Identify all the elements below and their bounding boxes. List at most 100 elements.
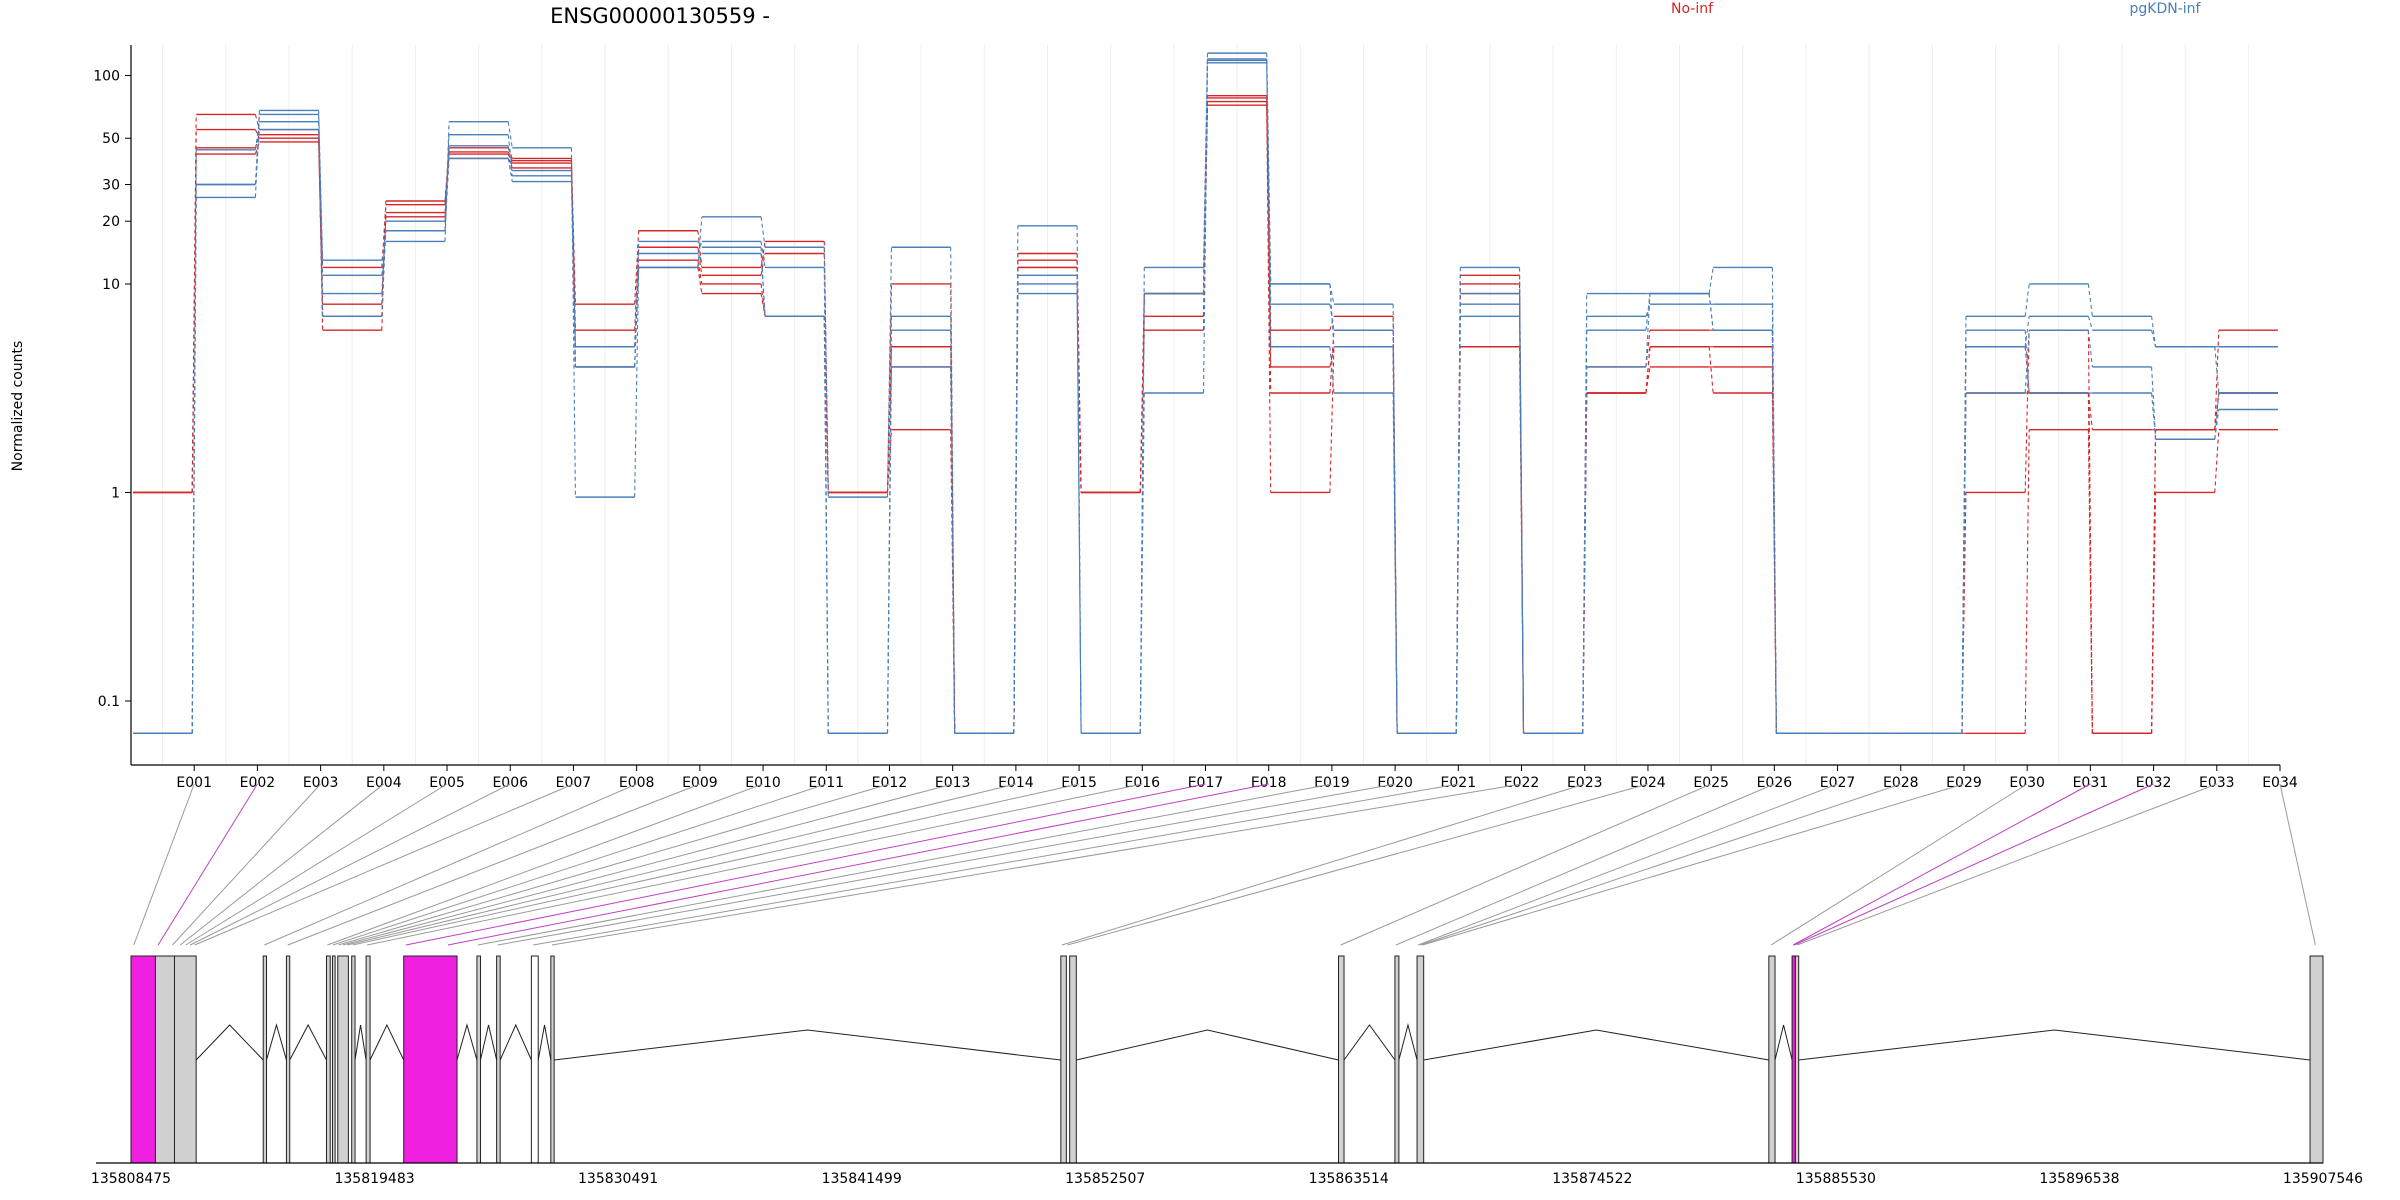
exon-block (173, 955, 197, 1164)
bin-connector (697, 253, 703, 268)
bin-link-E016 (367, 783, 1143, 946)
chart-title: ENSG00000130559 - (550, 4, 770, 28)
x-tick-label: E022 (1504, 775, 1540, 791)
bin-link-E012 (338, 783, 890, 946)
bin-link-E028 (1420, 783, 1901, 946)
exon-block (351, 955, 356, 1164)
bin-connector (2151, 366, 2157, 440)
bin-connector (823, 316, 829, 734)
bin-connector (1266, 60, 1272, 284)
series-No-inf-1 (133, 94, 2278, 734)
bin-connector (2087, 330, 2093, 734)
x-tick-label: E001 (176, 775, 212, 791)
bin-connector (1139, 330, 1145, 493)
x-tick-label: E004 (366, 775, 402, 791)
bin-connector (1645, 346, 1651, 394)
bin-link-E018 (447, 783, 1269, 946)
intron (456, 1023, 478, 1061)
y-tick-label: 100 (93, 68, 120, 84)
exon-block (1768, 955, 1776, 1164)
coord-tick-label: 135907546 (2283, 1171, 2363, 1187)
series-lines (133, 52, 2278, 734)
bin-link-E027 (1417, 783, 1838, 946)
bin-connector (1392, 346, 1398, 734)
x-tick-label: E034 (2262, 775, 2298, 791)
bin-connector (444, 145, 450, 222)
intron (195, 1024, 264, 1061)
coord-tick-label: 135841499 (822, 1171, 902, 1187)
bin-connector (1139, 293, 1145, 493)
bin-connector (2087, 283, 2093, 317)
x-tick-label: E029 (1946, 775, 1982, 791)
x-tick-label: E011 (808, 775, 844, 791)
y-axis: 0.1 1 10 20 30 50 100 (93, 45, 132, 765)
legend-pgkdn-inf: pgKDN-inf (2130, 1, 2202, 17)
bin-connector (1329, 346, 1335, 394)
y-tick-label: 30 (102, 177, 120, 193)
bin-connector (1645, 293, 1651, 367)
bin-connector (318, 110, 324, 261)
bin-connector (1202, 60, 1209, 294)
bin-connector (1455, 304, 1461, 734)
bin-connector (1076, 293, 1082, 734)
bin-connector (2024, 316, 2030, 347)
intron (499, 1023, 532, 1061)
bin-connector (381, 230, 387, 317)
x-tick-label: E032 (2136, 775, 2172, 791)
x-tick-label: E014 (998, 775, 1034, 791)
bin-connector (2087, 316, 2093, 331)
bin-link-E019 (477, 783, 1333, 946)
x-tick-label: E008 (619, 775, 655, 791)
bin-connector (381, 221, 387, 294)
bin-connector (1013, 293, 1019, 734)
exon-block (550, 955, 555, 1164)
bin-connector (2024, 283, 2030, 317)
exon-block (1338, 955, 1345, 1164)
x-tick-label: E019 (1314, 775, 1350, 791)
bin-connector (1518, 304, 1525, 734)
x-tick-label: E021 (1441, 775, 1477, 791)
coord-tick-label: 135863514 (1309, 1171, 1389, 1187)
genomic-coordinate-axis: 135808475 135819483 135830491 135841499 1358… (91, 1162, 2363, 1187)
bin-connector (760, 293, 766, 317)
bin-connector (507, 158, 513, 182)
x-tick-label: E005 (429, 775, 465, 791)
exon-block (154, 955, 175, 1164)
x-tick-label: E006 (492, 775, 528, 791)
bin-to-exon-links (133, 783, 2316, 946)
coord-tick-label: 135874522 (1552, 1171, 1632, 1187)
bin-connector (2087, 392, 2093, 430)
bin-connector (254, 129, 260, 139)
bin-link-E004 (179, 783, 385, 946)
bin-link-E015 (352, 783, 1080, 946)
bin-connector (760, 253, 766, 276)
bin-link-E020 (497, 783, 1396, 946)
exon-block (1060, 955, 1067, 1164)
gene-model (130, 955, 2324, 1164)
x-tick-label: E015 (1061, 775, 1097, 791)
intron (354, 1024, 367, 1061)
bin-connector (1455, 275, 1461, 734)
bin-connector (2151, 392, 2157, 440)
x-tick-label: E024 (1630, 775, 1666, 791)
bin-connector (1076, 275, 1082, 734)
bin-connector (1961, 316, 1967, 734)
bin-connector (1582, 366, 1588, 734)
bin-connector (634, 267, 640, 498)
bin-connector (191, 184, 197, 734)
bin-connector (2087, 330, 2093, 368)
bin-connector (1645, 293, 1651, 331)
bin-link-E002 (157, 783, 258, 946)
x-tick-label: E017 (1188, 775, 1224, 791)
exon-block (262, 955, 268, 1164)
bin-connector (760, 253, 766, 317)
bin-connector (950, 366, 956, 734)
bin-link-E014 (347, 783, 1016, 946)
exon-block (530, 955, 539, 1164)
bin-connector (2214, 330, 2220, 430)
bin-connector (886, 366, 893, 734)
exon-block (1069, 955, 1077, 1164)
bin-connector (1645, 366, 1651, 394)
intron (369, 1023, 405, 1061)
exon-block (496, 955, 501, 1164)
